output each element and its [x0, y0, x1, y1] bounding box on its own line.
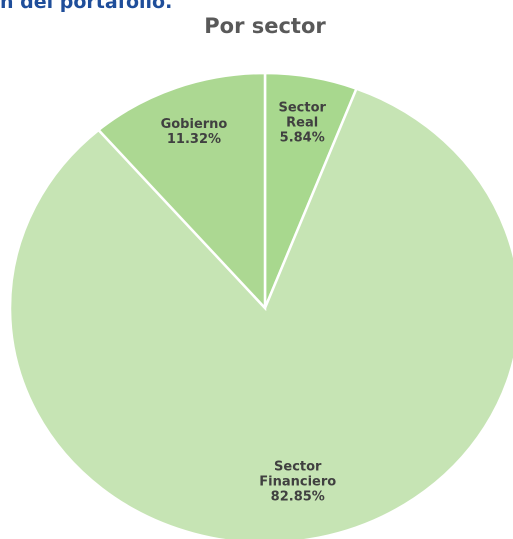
slice-label: Sector Real 5.84% — [278, 101, 325, 146]
value-label: 5.84% — [279, 130, 325, 146]
header-text: n del portafolio. — [0, 0, 173, 13]
value-label: 11.32% — [166, 131, 222, 147]
pie-slice — [8, 87, 513, 539]
pie-slice — [96, 71, 267, 312]
slice-label: Sector Financiero 82.85% — [259, 459, 336, 504]
category-label: Sector Financiero — [259, 459, 337, 490]
category-label: Gobierno — [160, 116, 228, 132]
category-label: Sector Real — [278, 100, 326, 131]
chart-title: Por sector — [204, 14, 326, 38]
value-label: 82.85% — [270, 489, 325, 505]
slice-label: Gobierno 11.32% — [161, 117, 228, 147]
